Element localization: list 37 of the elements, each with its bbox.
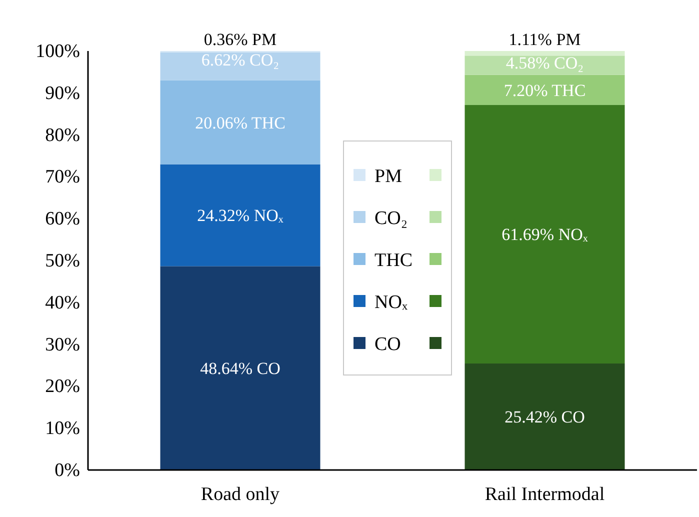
y-tick-label: 50% [45,250,80,272]
bar [464,74,625,106]
data-label: 24.32% NOₓ [197,206,284,226]
y-tick-label: 0% [54,460,80,481]
data-label: 20.06% THC [195,113,286,132]
data-label: 1.11% PM [508,30,581,49]
data-label: 25.42% CO [504,408,585,427]
data-label: 61.69% NOₓ [502,225,588,244]
legend-label: PM [374,166,402,187]
data-label: 7.20% THC [504,80,586,100]
bar [160,52,320,80]
data-label: 4.58% CO₂ [506,54,584,73]
y-tick-label: 40% [45,292,80,314]
y-tick-label: 30% [45,334,80,356]
bar [160,164,320,266]
bar [464,56,625,75]
bar [464,105,625,364]
x-tick-label: Road only [200,484,280,505]
y-tick-label: 60% [45,208,80,230]
legend-label: THC [374,250,412,271]
y-tick-label: 10% [45,418,80,440]
legend-label: CO₂ [374,208,408,229]
x-tick-label: Rail Intermodal [484,484,605,505]
data-label: 6.62% CO₂ [201,50,280,70]
data-label: 0.36% PM [204,30,277,49]
data-label: 48.64% CO [200,359,280,378]
legend-label: CO [374,334,401,355]
bar [160,80,320,164]
bar [160,266,320,470]
y-tick-label: 80% [45,124,80,146]
y-tick-label: 100% [36,41,80,62]
y-tick-label: 90% [45,82,80,104]
y-tick-label: 70% [45,166,80,188]
legend-label: NOₓ [374,292,408,313]
y-tick-label: 20% [45,376,80,398]
bar [464,363,625,470]
bar [464,51,625,56]
